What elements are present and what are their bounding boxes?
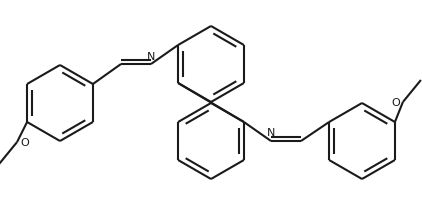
Text: N: N xyxy=(267,128,275,138)
Text: O: O xyxy=(391,97,400,108)
Text: O: O xyxy=(20,137,29,147)
Text: N: N xyxy=(147,51,155,61)
